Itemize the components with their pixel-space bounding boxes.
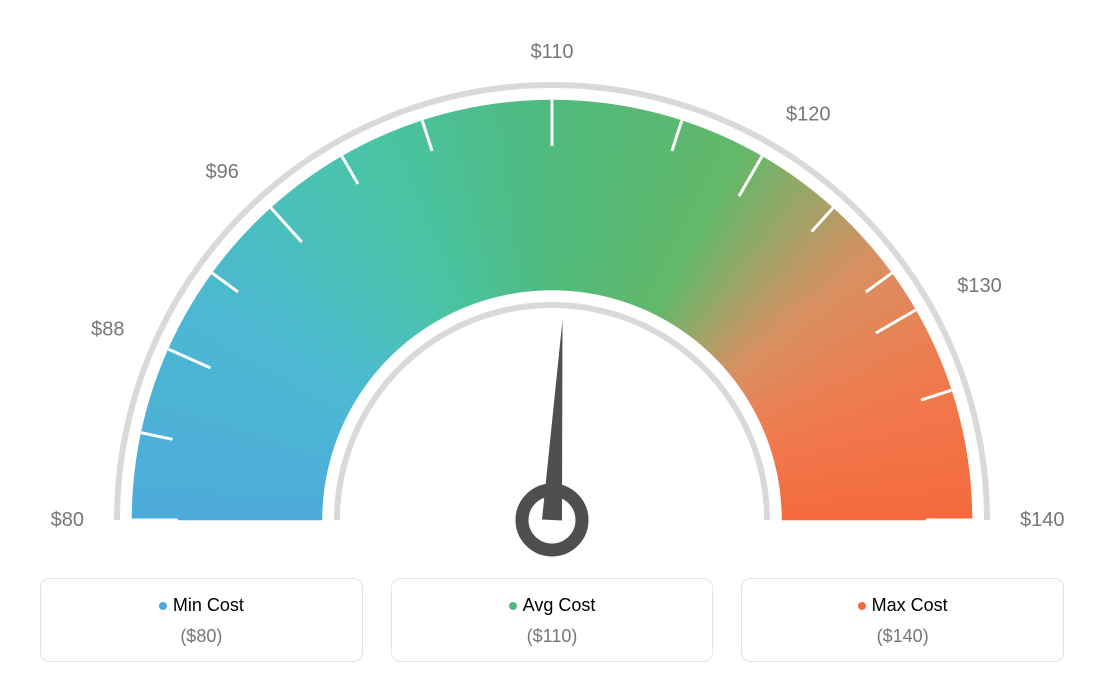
gauge-tick-label: $110 [530, 41, 573, 63]
legend-label-avg-text: Avg Cost [523, 595, 596, 615]
gauge-area: $80 $88 $96 $110 $120 $130 $140 [0, 0, 1104, 560]
legend-dot-min [159, 602, 167, 610]
gauge-tick-label: $130 [957, 275, 1002, 297]
gauge-tick-label: $80 [51, 509, 84, 531]
legend-label-min: Min Cost [51, 595, 352, 616]
legend-value-max: ($140) [752, 626, 1053, 647]
gauge-svg: $80 $88 $96 $110 $120 $130 $140 [0, 0, 1104, 560]
legend-value-min: ($80) [51, 626, 352, 647]
legend-label-avg: Avg Cost [402, 595, 703, 616]
legend-card-min: Min Cost ($80) [40, 578, 363, 662]
legend-card-avg: Avg Cost ($110) [391, 578, 714, 662]
legend-row: Min Cost ($80) Avg Cost ($110) Max Cost … [40, 578, 1064, 662]
chart-container: $80 $88 $96 $110 $120 $130 $140 Min Cost ($80)… [0, 0, 1104, 690]
legend-card-max: Max Cost ($140) [741, 578, 1064, 662]
legend-dot-max [858, 602, 866, 610]
gauge-tick-label: $140 [1020, 509, 1065, 531]
legend-label-max: Max Cost [752, 595, 1053, 616]
legend-label-max-text: Max Cost [872, 595, 948, 615]
legend-dot-avg [509, 602, 517, 610]
gauge-tick-label: $88 [91, 319, 124, 341]
gauge-tick-label: $96 [205, 161, 238, 183]
legend-value-avg: ($110) [402, 626, 703, 647]
gauge-tick-label: $120 [786, 104, 831, 126]
legend-label-min-text: Min Cost [173, 595, 244, 615]
